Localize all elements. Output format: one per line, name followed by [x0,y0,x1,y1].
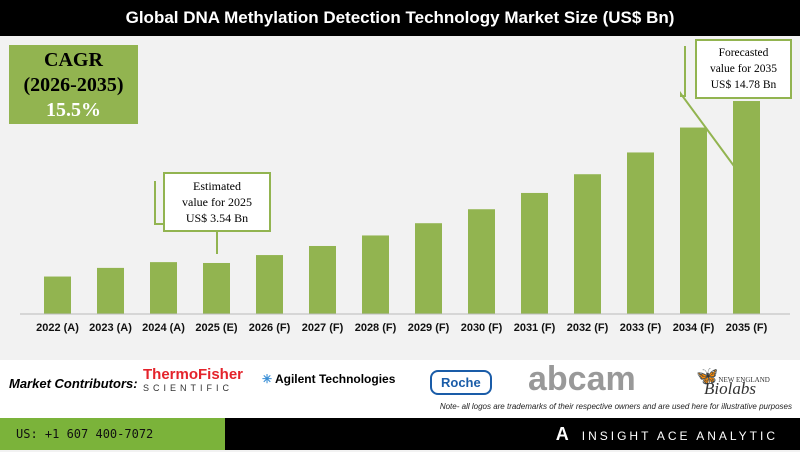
callout-line: Estimated [193,179,241,193]
cagr-period: (2026-2035) [23,74,124,96]
x-tick-label: 2035 (F) [726,322,768,334]
contributors-label: Market Contributors: [9,376,138,391]
estimated-callout: Estimated value for 2025 US$ 3.54 Bn [163,172,271,232]
x-tick-label: 2023 (A) [89,322,132,334]
bar [468,209,495,314]
x-tick-label: 2031 (F) [514,322,556,334]
chart-title: Global DNA Methylation Detection Technol… [0,0,800,36]
x-tick-label: 2025 (E) [195,322,238,334]
x-tick-label: 2029 (F) [408,322,450,334]
forecasted-callout: Forecasted value for 2035 US$ 14.78 Bn [695,39,792,99]
callout-line: US$ 3.54 Bn [185,211,249,225]
x-tick-label: 2033 (F) [620,322,662,334]
bar [733,101,760,314]
cagr-box: CAGR (2026-2035) 15.5% [9,45,138,124]
bar [44,276,71,314]
bar [521,192,548,314]
x-tick-label: 2027 (F) [302,322,344,334]
bar [362,235,389,314]
brand-name: INSIGHT ACE ANALYTIC [581,429,778,443]
bar [574,174,601,314]
x-tick-label: 2024 (A) [142,322,185,334]
x-tick-label: 2032 (F) [567,322,609,334]
bar [309,245,336,314]
bar [97,267,124,314]
x-tick-label: 2026 (F) [249,322,291,334]
cagr-value: 15.5% [46,99,101,121]
bar-chart: 2022 (A) 2023 (A) 2024 (A) 2025 (E) 2026 (F)… [20,46,790,334]
callout-line: US$ 14.78 Bn [710,79,777,91]
brand-logo-icon: A [555,424,572,444]
cagr-label: CAGR [44,49,103,71]
abcam-logo: abcam [528,360,636,398]
bar [203,262,230,314]
phone-number: US: +1 607 400-7072 [0,418,225,450]
callout-connector [154,181,163,225]
bar [150,262,177,314]
callout-line: value for 2035 [709,63,778,75]
contributors-bar: Market Contributors: ThermoFisher SCIENTI… [0,360,800,418]
bar [415,223,442,314]
bar [256,255,283,314]
brand-footer: A INSIGHT ACE ANALYTIC [225,418,800,450]
neb-logo: 🦋NEW ENGLAND Biolabs [696,366,770,398]
roche-logo: Roche [430,370,492,395]
callout-line: value for 2025 [182,195,252,209]
agilent-logo: ✳ Agilent Technologies [262,372,396,386]
x-tick-label: 2028 (F) [355,322,397,334]
bar [627,152,654,314]
callout-connector [680,46,746,182]
trademark-note: Note- all logos are trademarks of their … [439,402,792,411]
x-tick-label: 2034 (F) [673,322,715,334]
x-tick-label: 2022 (A) [36,322,79,334]
thermofisher-logo: ThermoFisher SCIENTIFIC [143,366,244,393]
x-tick-label: 2030 (F) [461,322,503,334]
callout-line: Forecasted [718,47,769,59]
bar [680,127,707,314]
